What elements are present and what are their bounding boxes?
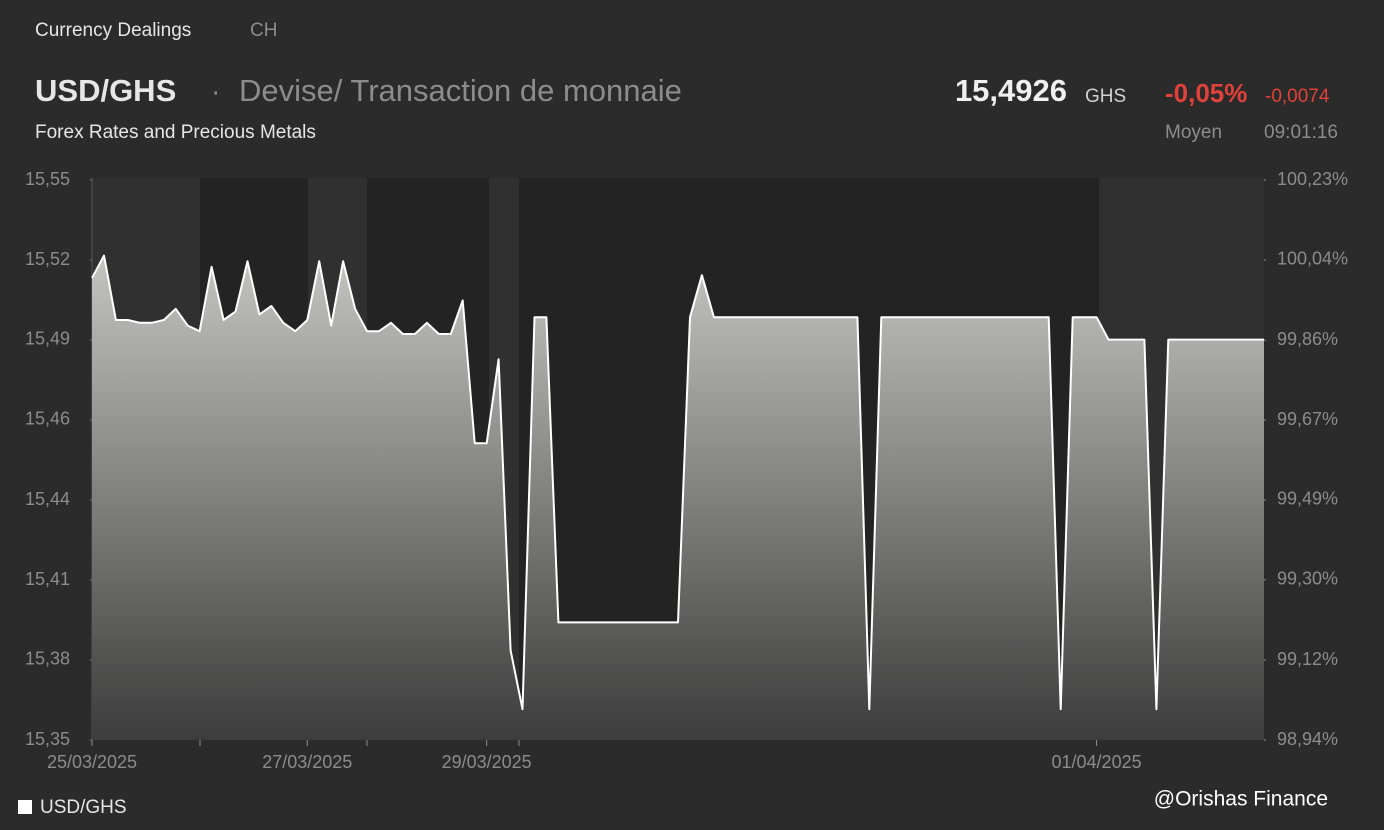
y2-tick-label: 98,94%: [1277, 729, 1338, 749]
y-tick-label: 15,44: [25, 489, 70, 509]
minor-ticks: [199, 740, 520, 746]
category: Forex Rates and Precious Metals: [35, 122, 316, 143]
change-pct: -0,05%: [1165, 78, 1247, 108]
section-title[interactable]: Currency Dealings: [35, 20, 191, 41]
x-tick-label: 01/04/2025: [1052, 752, 1142, 772]
y2-tick-label: 99,49%: [1277, 489, 1338, 509]
change-abs: -0,0074: [1265, 86, 1330, 107]
symbol: USD/GHS: [35, 73, 176, 108]
y2-tick-label: 99,86%: [1277, 329, 1338, 349]
y2-tick-label: 99,67%: [1277, 409, 1338, 429]
area-fill: [92, 255, 1264, 740]
x-tick-label: 29/03/2025: [442, 752, 532, 772]
line: [91, 254, 1264, 711]
y-tick-label: 15,55: [25, 169, 70, 189]
separator: ·: [211, 75, 220, 106]
y2-tick-label: 99,12%: [1277, 649, 1338, 669]
price: 15,4926: [955, 73, 1067, 108]
region[interactable]: CH: [250, 20, 277, 41]
x-tick-label: 27/03/2025: [262, 752, 352, 772]
y-tick-label: 15,35: [25, 729, 70, 749]
legend-label[interactable]: USD/GHS: [40, 797, 127, 818]
legend-swatch: [18, 800, 32, 814]
time: 09:01:16: [1264, 122, 1338, 143]
description: Devise/ Transaction de monnaie: [239, 73, 682, 108]
x-tick-label: 25/03/2025: [47, 752, 137, 772]
y-tick-label: 15,41: [25, 569, 70, 589]
y-tick-label: 15,49: [25, 329, 70, 349]
watermark: @Orishas Finance: [1154, 788, 1328, 811]
currency: GHS: [1085, 86, 1126, 107]
y2-tick-label: 100,04%: [1277, 249, 1348, 269]
y2-tick-label: 100,23%: [1277, 169, 1348, 189]
y-tick-label: 15,38: [25, 649, 70, 669]
y2-tick-label: 99,30%: [1277, 569, 1338, 589]
y-tick-label: 15,46: [25, 409, 70, 429]
price-type: Moyen: [1165, 122, 1222, 143]
y-tick-label: 15,52: [25, 249, 70, 269]
